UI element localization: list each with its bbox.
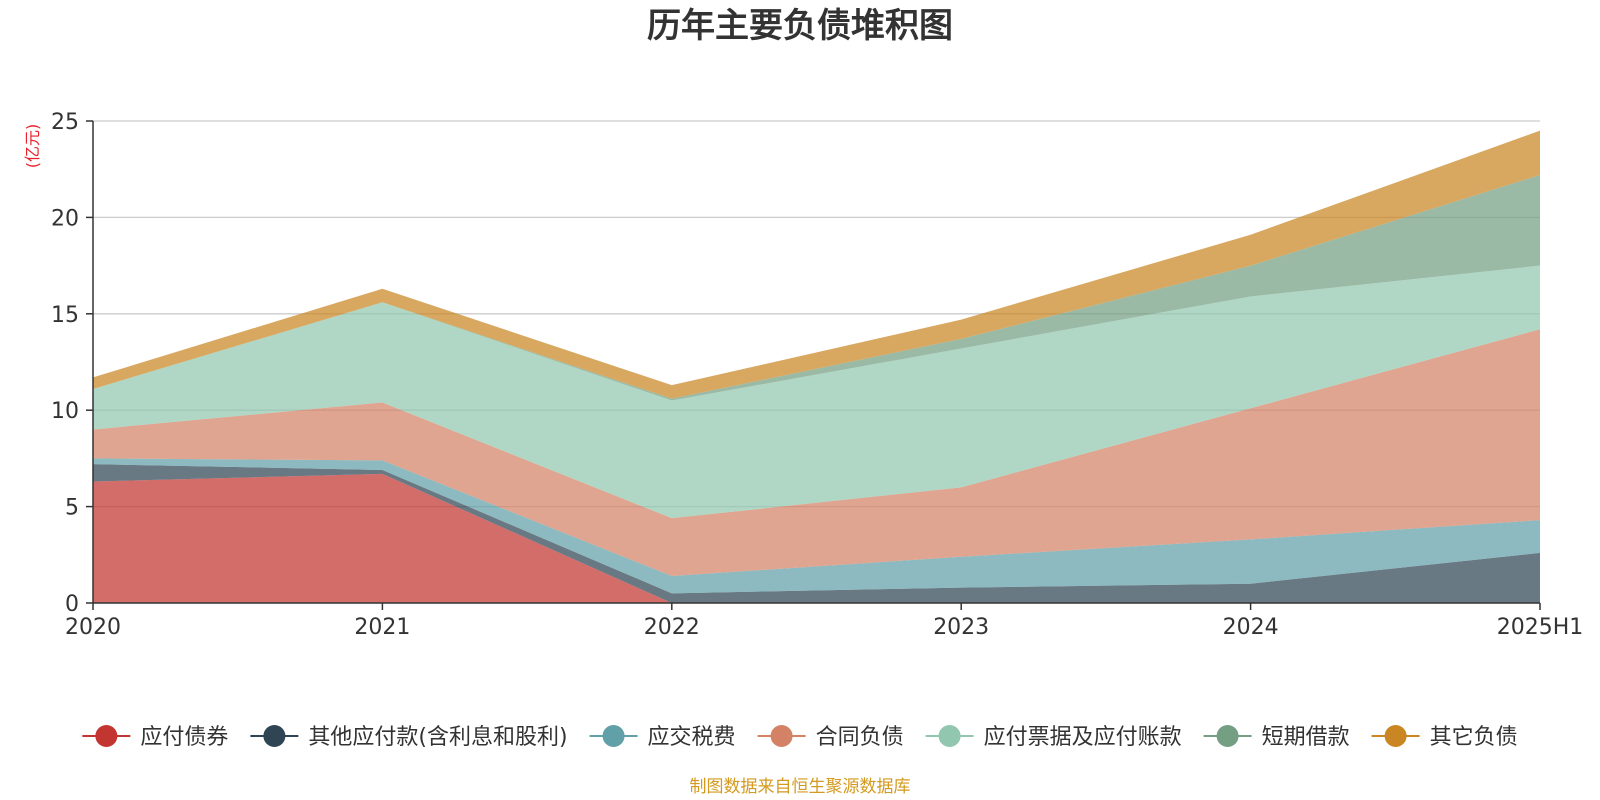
- legend-item[interactable]: 应付债券: [82, 725, 228, 750]
- y-unit-label: (亿元): [23, 124, 42, 169]
- y-tick-label: 0: [65, 592, 79, 617]
- legend-label: 应付票据及应付账款: [984, 725, 1182, 750]
- x-tick-label: 2023: [933, 615, 989, 640]
- area-series[interactable]: [93, 464, 1540, 603]
- series-areas: [93, 130, 1540, 603]
- y-tick-label: 10: [51, 399, 79, 424]
- y-tick-label: 20: [51, 206, 79, 231]
- legend-item[interactable]: 短期借款: [1203, 725, 1350, 750]
- legend-item[interactable]: 其他应付款(含利息和股利): [250, 725, 568, 750]
- legend-circle-icon: [602, 725, 625, 747]
- legend-circle-icon: [263, 725, 286, 747]
- x-tick-label: 2020: [65, 615, 121, 640]
- legend-circle-icon: [1216, 725, 1239, 747]
- legend-circle-icon: [1384, 725, 1407, 747]
- legend-label: 应付债券: [140, 725, 228, 750]
- legend-circle-icon: [770, 725, 793, 747]
- source-note: 制图数据来自恒生聚源数据库: [690, 777, 911, 797]
- axes: 0 5 10 15 20 25 2020 2021 2022 2023 2024 2025H1: [51, 110, 1583, 640]
- area-series[interactable]: [93, 473, 1540, 603]
- legend-item[interactable]: 其它负债: [1371, 725, 1518, 750]
- x-tick-label: 2025H1: [1497, 615, 1584, 640]
- y-tick-label: 25: [51, 110, 79, 135]
- legend-item[interactable]: 应交税费: [589, 725, 736, 750]
- area-series[interactable]: [93, 329, 1540, 577]
- y-tick-label: 15: [51, 303, 79, 328]
- area-series[interactable]: [93, 130, 1540, 399]
- y-tick-label: 5: [65, 496, 79, 521]
- chart-title: 历年主要负债堆积图: [647, 6, 953, 46]
- legend-label: 合同负债: [816, 725, 904, 750]
- legend-label: 短期借款: [1262, 725, 1350, 750]
- x-tick-label: 2022: [644, 615, 700, 640]
- legend-item[interactable]: 合同负债: [757, 725, 904, 750]
- area-series[interactable]: [93, 265, 1540, 519]
- legend-item[interactable]: 应付票据及应付账款: [925, 725, 1182, 750]
- legend-label: 应交税费: [648, 725, 736, 750]
- x-tick-label: 2024: [1223, 615, 1279, 640]
- legend-label: 其他应付款(含利息和股利): [308, 725, 567, 750]
- legend-circle-icon: [95, 725, 118, 747]
- area-series[interactable]: [93, 458, 1540, 594]
- legend[interactable]: 应付债券 其他应付款(含利息和股利) 应交税费 合同负债 应付票据及应付账款 短期借款 其它…: [82, 725, 1518, 750]
- legend-label: 其它负债: [1430, 725, 1518, 750]
- area-series[interactable]: [93, 174, 1540, 401]
- x-tick-label: 2021: [354, 615, 410, 640]
- legend-circle-icon: [938, 725, 961, 747]
